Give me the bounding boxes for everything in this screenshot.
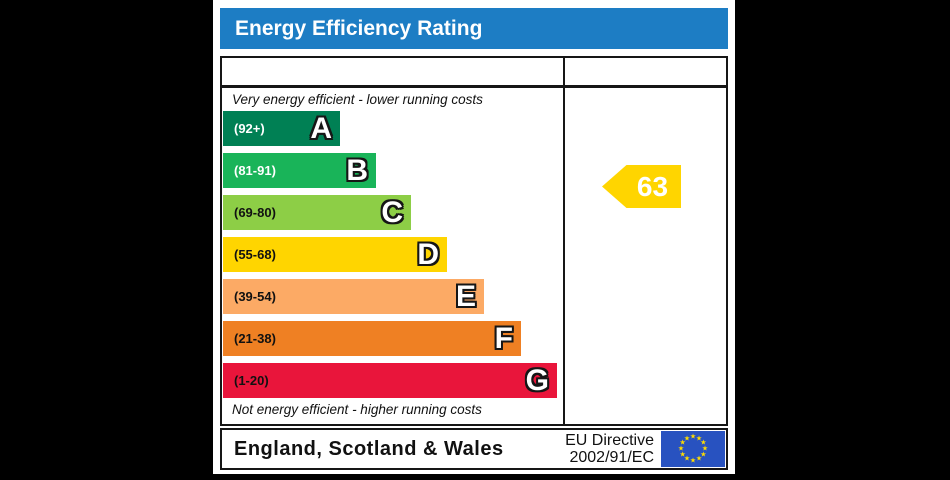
eu-flag-star: ★ xyxy=(677,445,685,453)
eu-flag-star: ★ xyxy=(700,451,707,459)
eu-flag-star: ★ xyxy=(695,435,703,443)
band-row-g: (1-20) G xyxy=(223,363,557,398)
current-rating-column: 63 xyxy=(565,88,726,424)
chart-header-left-cell xyxy=(222,58,565,85)
band-letter: E xyxy=(455,279,476,313)
band-letter: D xyxy=(417,237,439,271)
eu-flag-star: ★ xyxy=(683,435,691,443)
band-letter: B xyxy=(346,153,368,187)
band-range-label: (39-54) xyxy=(234,289,276,304)
band-row-b: (81-91) B xyxy=(223,153,376,188)
band-row-e: (39-54) E xyxy=(223,279,484,314)
band-row-c: (69-80) C xyxy=(223,195,411,230)
rating-chart: Very energy efficient - lower running co… xyxy=(220,56,728,426)
band-letter: C xyxy=(381,195,403,229)
epc-panel: Energy Efficiency Rating Very energy eff… xyxy=(213,0,735,474)
current-rating-arrow: 63 xyxy=(602,165,681,208)
eu-directive-line2: 2002/91/EC xyxy=(569,449,654,466)
band-row-a: (92+) A xyxy=(223,111,340,146)
chart-header-row xyxy=(222,58,726,88)
band-letter: G xyxy=(525,363,549,397)
band-range-label: (92+) xyxy=(234,121,265,136)
footer: England, Scotland & Wales EU Directive 2… xyxy=(220,428,728,470)
current-rating-value: 63 xyxy=(636,170,669,202)
band-row-d: (55-68) D xyxy=(223,237,447,272)
band-row-f: (21-38) F xyxy=(223,321,521,356)
eu-flag-star: ★ xyxy=(679,439,686,447)
bands-column: Very energy efficient - lower running co… xyxy=(222,88,565,424)
eu-flag-star: ★ xyxy=(683,455,691,463)
caption-top: Very energy efficient - lower running co… xyxy=(232,92,483,107)
eu-directive-label: EU Directive 2002/91/EC xyxy=(565,432,654,466)
footer-region-label: England, Scotland & Wales xyxy=(234,437,504,460)
eu-flag-star: ★ xyxy=(695,455,703,463)
band-range-label: (55-68) xyxy=(234,247,276,262)
eu-flag-star: ★ xyxy=(679,451,686,459)
band-range-label: (81-91) xyxy=(234,163,276,178)
band-range-label: (69-80) xyxy=(234,205,276,220)
page-title: Energy Efficiency Rating xyxy=(220,8,728,49)
chart-body: Very energy efficient - lower running co… xyxy=(222,88,726,424)
eu-flag-star: ★ xyxy=(700,439,707,447)
eu-directive-line1: EU Directive xyxy=(565,432,654,449)
eu-flag-star: ★ xyxy=(701,445,709,453)
band-letter: F xyxy=(494,321,513,355)
band-range-label: (21-38) xyxy=(234,331,276,346)
eu-flag-icon: ★ ★ ★ ★ ★ ★ ★ ★ ★ ★ ★ ★ xyxy=(661,431,725,467)
band-range-label: (1-20) xyxy=(234,373,269,388)
chart-header-right-cell xyxy=(565,58,726,85)
band-letter: A xyxy=(310,111,332,145)
eu-flag-star: ★ xyxy=(689,457,697,465)
eu-flag-star: ★ xyxy=(689,433,697,441)
caption-bottom: Not energy efficient - higher running co… xyxy=(232,402,482,417)
